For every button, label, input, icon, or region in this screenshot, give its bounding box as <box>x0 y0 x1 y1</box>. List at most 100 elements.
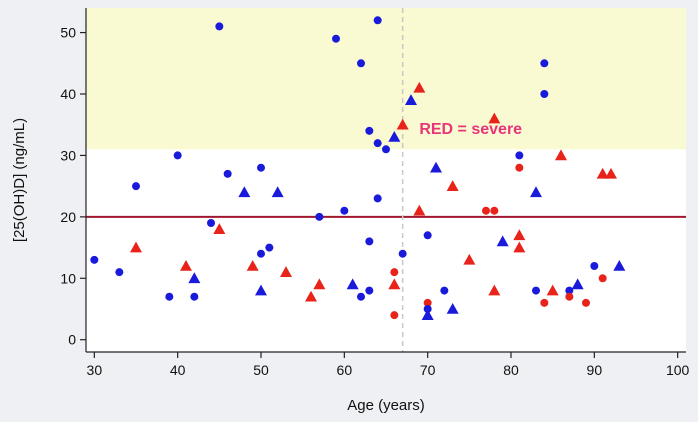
x-tick-label: 70 <box>420 362 436 378</box>
blue-circle-point <box>357 59 365 68</box>
blue-triangle-point <box>496 235 509 247</box>
blue-triangle-point <box>188 272 201 284</box>
blue-circle-point <box>540 90 549 98</box>
blue-triangle-point <box>388 131 401 142</box>
red-circle-point <box>423 298 432 307</box>
blue-circle-point <box>565 286 574 295</box>
red-triangle-point <box>396 118 409 130</box>
red-triangle-point <box>546 284 559 296</box>
x-tick-label: 90 <box>587 362 603 378</box>
blue-circle-point <box>515 151 524 160</box>
blue-circle-point <box>165 292 174 301</box>
red-triangle-point <box>388 278 401 290</box>
blue-triangle-point <box>238 186 251 198</box>
severity-annotation: RED = severe <box>419 121 522 138</box>
blue-triangle-point <box>613 260 626 271</box>
red-circle-point <box>540 298 549 307</box>
blue-triangle-point <box>255 284 267 296</box>
red-circle-point <box>390 311 399 320</box>
red-circle-point <box>515 163 524 172</box>
blue-circle-point <box>332 34 340 43</box>
blue-triangle-point <box>346 278 359 290</box>
y-tick-label: 10 <box>60 270 76 286</box>
x-tick-label: 30 <box>87 362 103 378</box>
blue-circle-point <box>257 163 265 172</box>
blue-circle-point <box>315 212 324 221</box>
red-triangle-point <box>555 149 567 161</box>
blue-triangle-point <box>571 278 584 290</box>
blue-circle-point <box>540 59 549 68</box>
blue-triangle-point <box>446 303 459 314</box>
red-circle-point <box>598 274 607 283</box>
y-tick-label: 40 <box>60 86 76 102</box>
blue-circle-point <box>423 305 432 313</box>
y-tick-label: 20 <box>60 209 76 225</box>
y-tick-label: 50 <box>60 25 76 41</box>
red-triangle-point <box>280 266 292 277</box>
blue-triangle-point <box>405 94 417 105</box>
blue-circle-point <box>215 22 224 31</box>
red-triangle-point <box>488 112 501 124</box>
blue-circle-point <box>423 231 432 240</box>
red-circle-point <box>490 206 499 215</box>
red-triangle-point <box>413 81 426 93</box>
red-triangle-point <box>130 241 142 253</box>
blue-triangle-point <box>530 186 542 198</box>
x-tick-label: 60 <box>337 362 353 378</box>
data-points <box>90 16 626 320</box>
blue-triangle-point <box>421 309 434 320</box>
red-triangle-point <box>305 290 317 302</box>
red-triangle-point <box>446 180 459 191</box>
blue-circle-point <box>365 126 374 135</box>
red-circle-point <box>565 292 574 301</box>
blue-circle-point <box>365 237 374 246</box>
blue-circle-point <box>382 145 390 154</box>
blue-circle-point <box>357 292 365 301</box>
blue-circle-point <box>190 292 199 301</box>
x-ticks: 30 40 50 60 70 80 90 100 <box>87 352 690 378</box>
red-triangle-point <box>180 260 192 271</box>
blue-circle-point <box>132 182 140 191</box>
blue-circle-point <box>373 16 382 25</box>
x-axis-label: Age (years) <box>347 397 425 414</box>
blue-circle-point <box>223 169 232 178</box>
shaded-band <box>86 8 686 150</box>
blue-circle-point <box>398 249 407 258</box>
blue-circle-point <box>265 243 274 252</box>
red-triangle-point <box>596 167 609 179</box>
red-triangle-point <box>246 260 259 271</box>
x-tick-label: 100 <box>666 362 690 378</box>
blue-circle-point <box>373 139 382 148</box>
red-triangle-point <box>313 278 326 290</box>
blue-triangle-point <box>271 186 284 198</box>
blue-circle-point <box>207 219 215 227</box>
blue-circle-point <box>365 286 374 295</box>
blue-circle-point <box>340 206 349 215</box>
y-tick-label: 0 <box>68 332 76 348</box>
red-triangle-point <box>213 223 226 234</box>
red-circle-point <box>582 298 590 307</box>
blue-circle-point <box>590 262 599 270</box>
blue-circle-point <box>532 286 540 295</box>
x-tick-label: 40 <box>170 362 186 378</box>
red-circle-point <box>482 206 490 215</box>
y-tick-label: 30 <box>60 147 76 163</box>
y-axis-label: [25(OH)D] (ng/mL) <box>11 118 28 242</box>
red-triangle-point <box>513 241 526 253</box>
blue-triangle-point <box>430 161 442 173</box>
red-triangle-point <box>413 204 426 216</box>
red-triangle-point <box>463 253 476 265</box>
red-triangle-point <box>513 229 526 241</box>
red-circle-point <box>390 268 399 277</box>
blue-circle-point <box>173 151 182 160</box>
red-triangle-point <box>605 167 617 179</box>
blue-circle-point <box>373 194 382 203</box>
blue-circle-point <box>257 249 265 258</box>
x-tick-label: 80 <box>503 362 519 378</box>
red-triangle-point <box>488 284 501 296</box>
blue-circle-point <box>90 255 99 264</box>
blue-circle-point <box>440 286 449 295</box>
y-ticks: 0 10 20 30 40 50 <box>60 25 86 348</box>
blue-circle-point <box>115 268 124 277</box>
